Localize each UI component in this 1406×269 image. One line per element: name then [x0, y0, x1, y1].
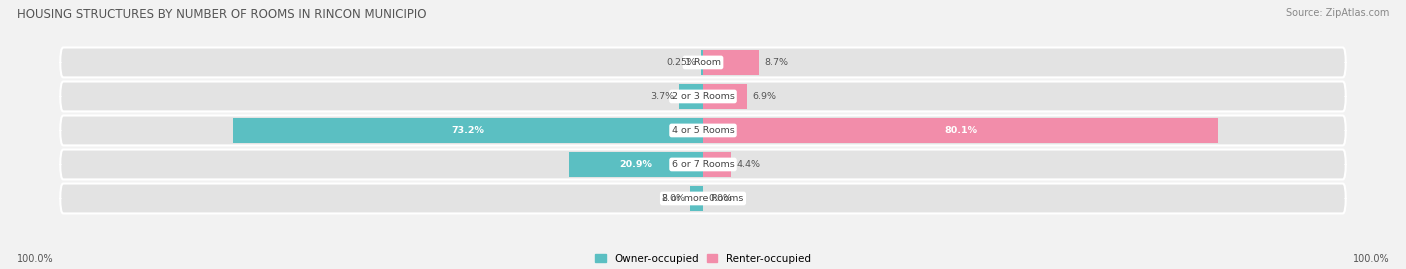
- Text: 2.0%: 2.0%: [661, 194, 685, 203]
- Text: 8.7%: 8.7%: [763, 58, 787, 67]
- Bar: [232, 118, 703, 143]
- Text: 0.25%: 0.25%: [666, 58, 696, 67]
- Text: 0.0%: 0.0%: [709, 194, 733, 203]
- Text: 8 or more Rooms: 8 or more Rooms: [662, 194, 744, 203]
- Bar: [703, 84, 748, 109]
- Legend: Owner-occupied, Renter-occupied: Owner-occupied, Renter-occupied: [595, 254, 811, 264]
- Bar: [690, 186, 703, 211]
- Bar: [703, 118, 1218, 143]
- Text: 100.0%: 100.0%: [1353, 254, 1389, 264]
- FancyBboxPatch shape: [60, 48, 1346, 77]
- Text: Source: ZipAtlas.com: Source: ZipAtlas.com: [1285, 8, 1389, 18]
- Text: 1 Room: 1 Room: [685, 58, 721, 67]
- FancyBboxPatch shape: [60, 82, 1346, 111]
- Bar: [568, 152, 703, 177]
- Bar: [703, 152, 731, 177]
- FancyBboxPatch shape: [60, 183, 1346, 213]
- Text: 80.1%: 80.1%: [943, 126, 977, 135]
- Text: 4 or 5 Rooms: 4 or 5 Rooms: [672, 126, 734, 135]
- Text: 3.7%: 3.7%: [650, 92, 673, 101]
- Text: 2 or 3 Rooms: 2 or 3 Rooms: [672, 92, 734, 101]
- Bar: [702, 50, 703, 75]
- Text: 100.0%: 100.0%: [17, 254, 53, 264]
- FancyBboxPatch shape: [60, 115, 1346, 146]
- Bar: [703, 50, 759, 75]
- Text: 6 or 7 Rooms: 6 or 7 Rooms: [672, 160, 734, 169]
- Text: 4.4%: 4.4%: [737, 160, 761, 169]
- Text: 20.9%: 20.9%: [620, 160, 652, 169]
- Text: 6.9%: 6.9%: [752, 92, 776, 101]
- FancyBboxPatch shape: [60, 150, 1346, 179]
- Text: 73.2%: 73.2%: [451, 126, 484, 135]
- Bar: [679, 84, 703, 109]
- Text: HOUSING STRUCTURES BY NUMBER OF ROOMS IN RINCON MUNICIPIO: HOUSING STRUCTURES BY NUMBER OF ROOMS IN…: [17, 8, 426, 21]
